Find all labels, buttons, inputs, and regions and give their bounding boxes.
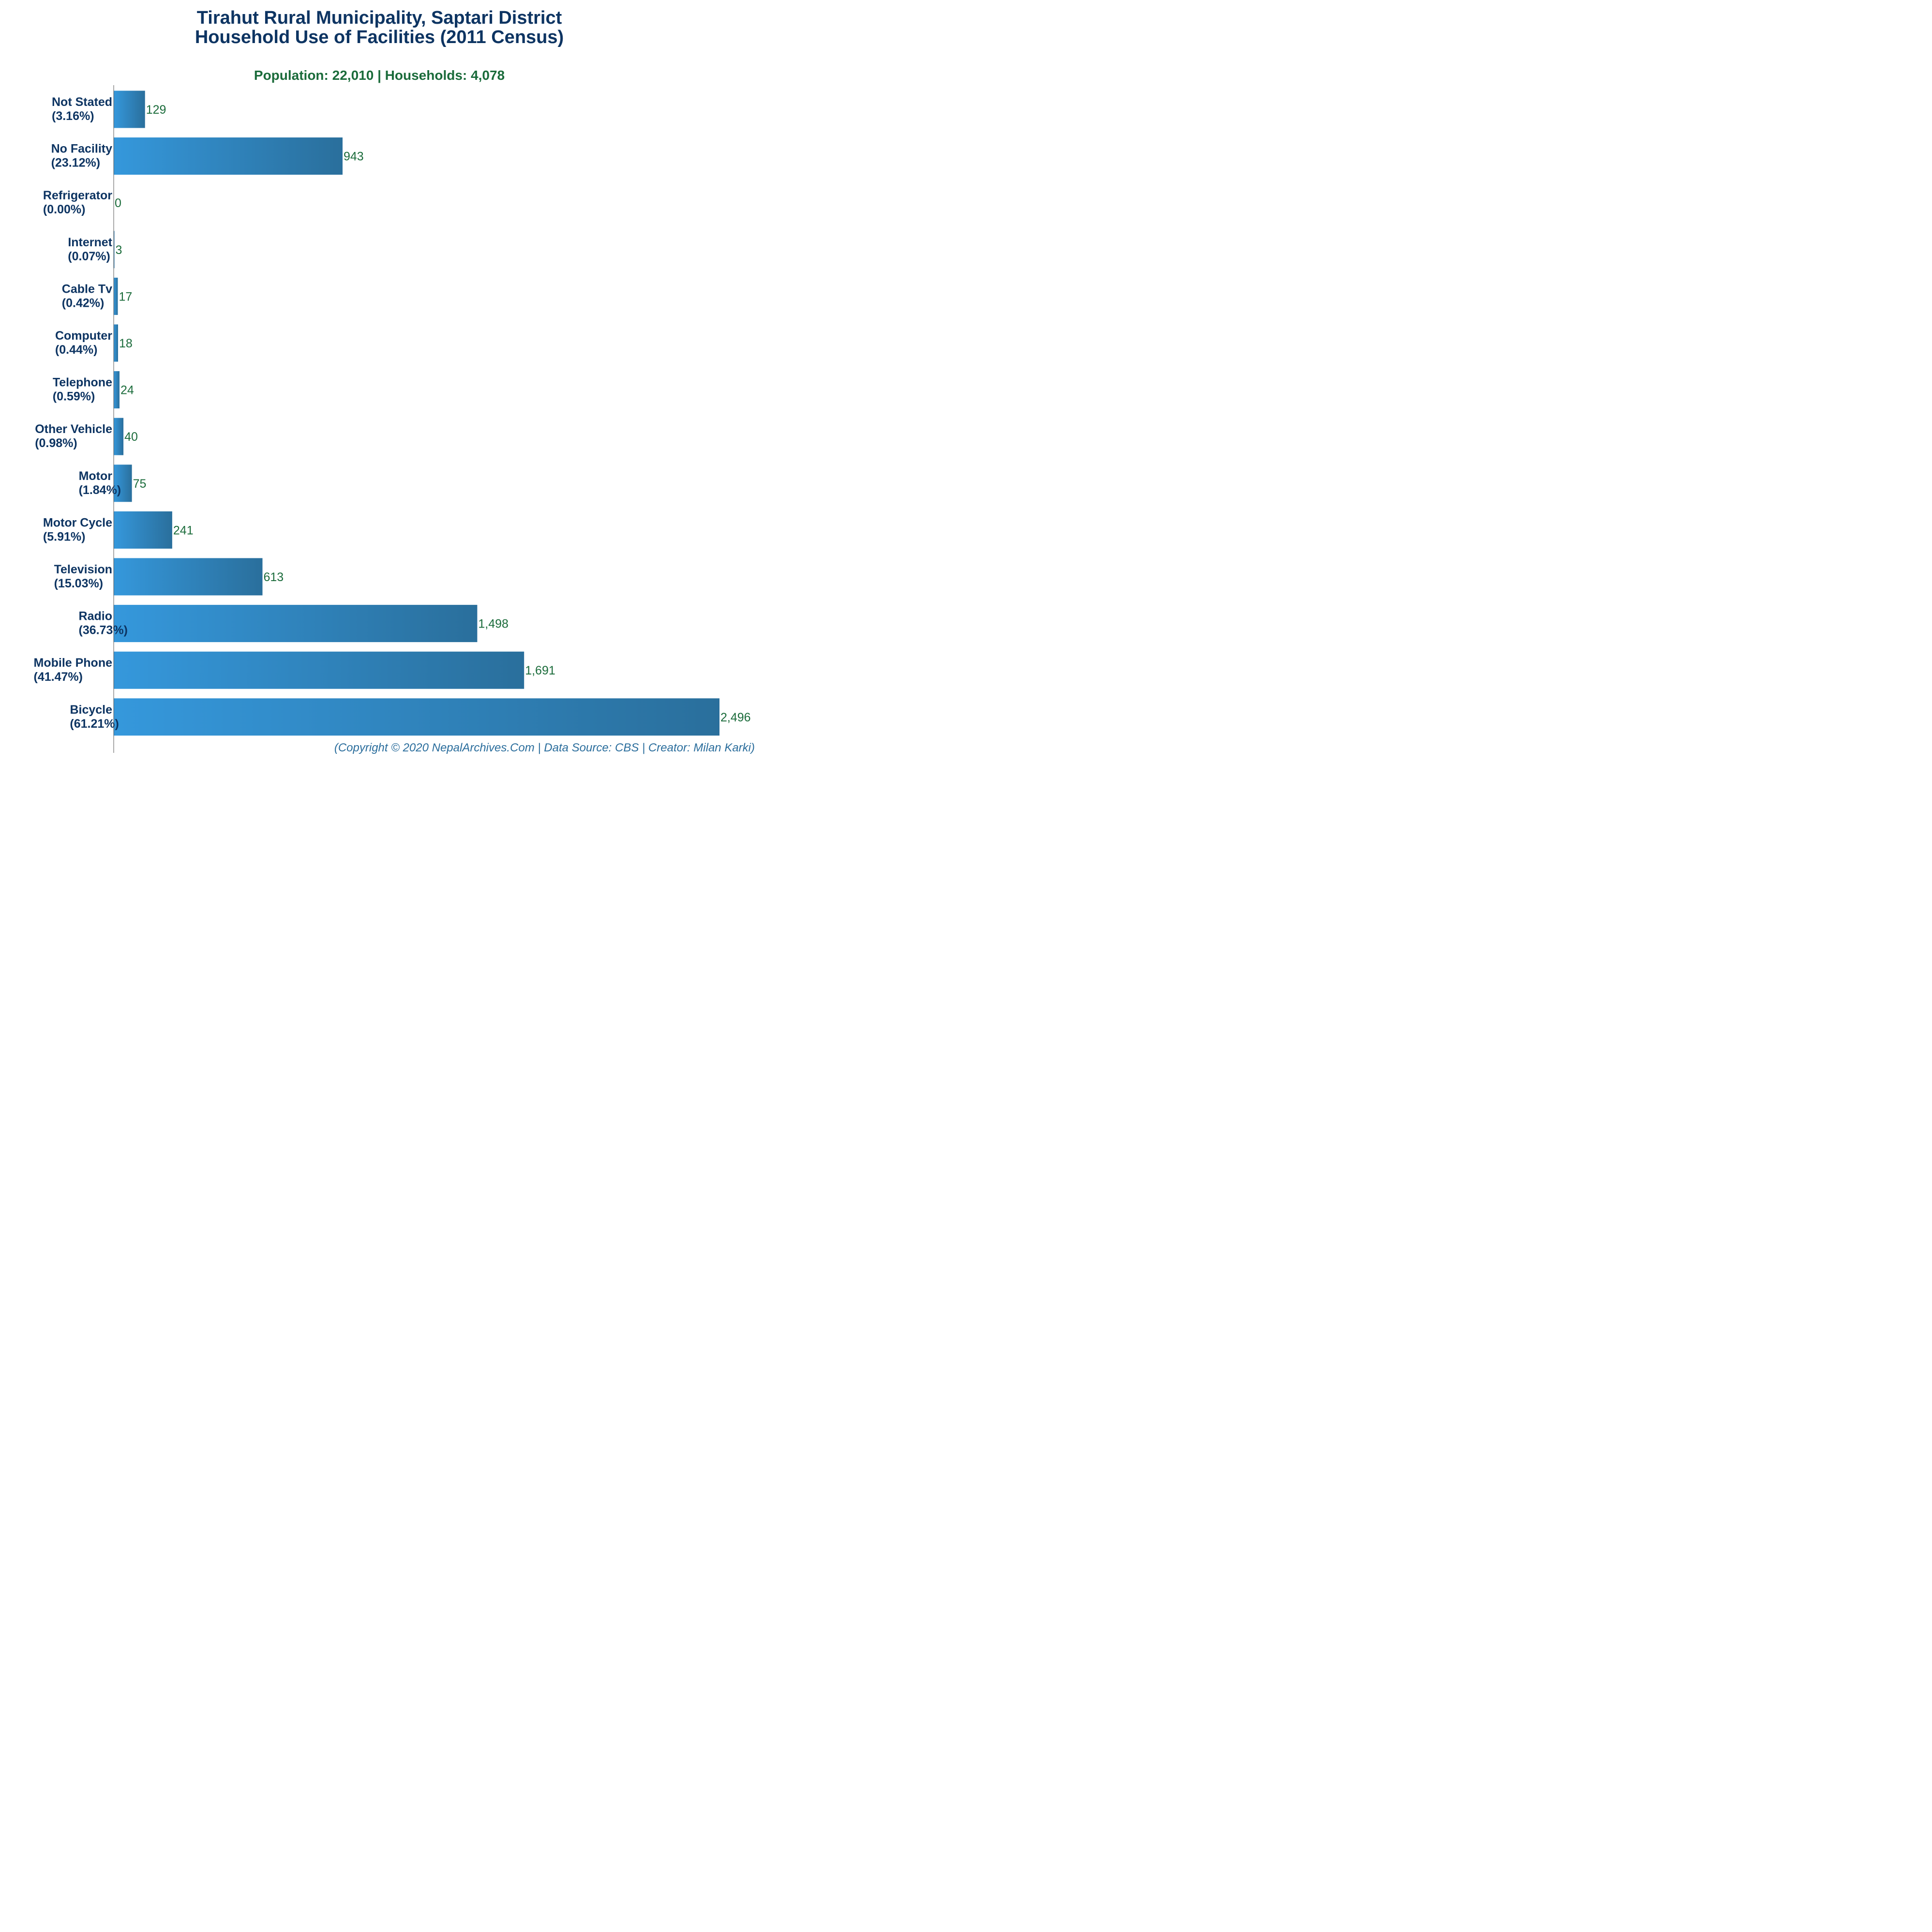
value-label-not-stated: 129 — [146, 103, 166, 117]
bar-mobile-phone — [114, 651, 524, 689]
category-percent-internet: (0.07%) — [68, 250, 110, 263]
bar-bicycle — [114, 698, 719, 736]
value-labels-group: 129 943 0 3 17 18 24 40 75 241 613 1,498 1,691 2,496 — [115, 103, 751, 724]
value-label-mobile-phone: 1,691 — [525, 664, 555, 677]
category-percent-motor: (1.84%) — [79, 483, 121, 497]
category-percent-mobile-phone: (41.47%) — [34, 670, 83, 684]
category-label-motor: Motor — [79, 469, 113, 483]
value-label-computer: 18 — [119, 337, 133, 350]
category-percent-not-stated: (3.16%) — [52, 109, 94, 123]
value-label-other-vehicle: 40 — [124, 430, 138, 444]
copyright-footer: (Copyright © 2020 NepalArchives.Com | Da… — [334, 741, 755, 754]
bar-internet — [114, 231, 115, 269]
bar-radio — [114, 605, 478, 643]
category-percent-computer: (0.44%) — [55, 343, 98, 357]
value-label-radio: 1,498 — [478, 617, 509, 631]
category-label-no-facility: No Facility — [51, 142, 113, 156]
category-percent-television: (15.03%) — [54, 577, 103, 590]
bar-no-facility — [114, 137, 343, 175]
category-label-other-vehicle: Other Vehicle — [35, 422, 112, 436]
category-percent-cable-tv: (0.42%) — [62, 296, 105, 310]
category-label-mobile-phone: Mobile Phone — [34, 656, 113, 670]
category-label-cable-tv: Cable Tv — [62, 282, 112, 296]
bar-television — [114, 558, 263, 596]
bar-computer — [114, 324, 118, 362]
category-percent-refrigerator: (0.00%) — [43, 203, 86, 216]
category-percent-radio: (36.73%) — [79, 624, 128, 637]
chart: Not Stated (3.16%) No Facility (23.12%) Refr… — [0, 0, 759, 759]
chart-subtitle: Population: 22,010 | Households: 4,078 — [254, 68, 505, 83]
value-label-no-facility: 943 — [344, 150, 364, 164]
bar-chart-plot: Not Stated(3.16%) No Facility(23.12%) Refr… — [34, 85, 751, 753]
bar-other-vehicle — [114, 418, 124, 455]
category-label-radio: Radio — [79, 610, 112, 623]
category-label-bicycle: Bicycle — [70, 703, 112, 717]
category-percent-bicycle: (61.21%) — [70, 717, 119, 731]
bar-motor — [114, 464, 132, 502]
category-label-telephone: Telephone — [53, 376, 112, 389]
bar-cable-tv — [114, 277, 118, 315]
category-label-television: Television — [54, 563, 112, 576]
chart-title-line-1: Tirahut Rural Municipality, Saptari Dist… — [196, 8, 562, 28]
chart-title-line-2: Household Use of Facilities (2011 Census… — [195, 27, 564, 47]
category-label-motor-cycle: Motor Cycle — [43, 516, 112, 529]
bar-motor-cycle — [114, 511, 172, 549]
bar-not-stated — [114, 90, 145, 128]
value-label-cable-tv: 17 — [119, 290, 133, 303]
category-label-refrigerator: Refrigerator — [43, 189, 112, 202]
category-percent-no-facility: (23.12%) — [51, 156, 100, 170]
category-labels-group: Not Stated(3.16%) No Facility(23.12%) Refr… — [34, 95, 128, 731]
category-label-not-stated: Not Stated — [52, 95, 112, 109]
category-percent-telephone: (0.59%) — [53, 390, 95, 404]
bar-telephone — [114, 371, 120, 409]
value-label-television: 613 — [264, 570, 284, 584]
value-label-refrigerator: 0 — [115, 196, 121, 210]
value-label-telephone: 24 — [120, 384, 134, 397]
category-percent-other-vehicle: (0.98%) — [35, 436, 77, 450]
value-label-motor: 75 — [133, 477, 147, 491]
category-label-computer: Computer — [55, 329, 112, 343]
bars-group — [114, 90, 719, 736]
category-percent-motor-cycle: (5.91%) — [43, 530, 86, 543]
value-label-internet: 3 — [116, 243, 122, 257]
value-label-bicycle: 2,496 — [720, 711, 751, 724]
category-label-internet: Internet — [68, 236, 112, 249]
value-label-motor-cycle: 241 — [173, 524, 194, 537]
